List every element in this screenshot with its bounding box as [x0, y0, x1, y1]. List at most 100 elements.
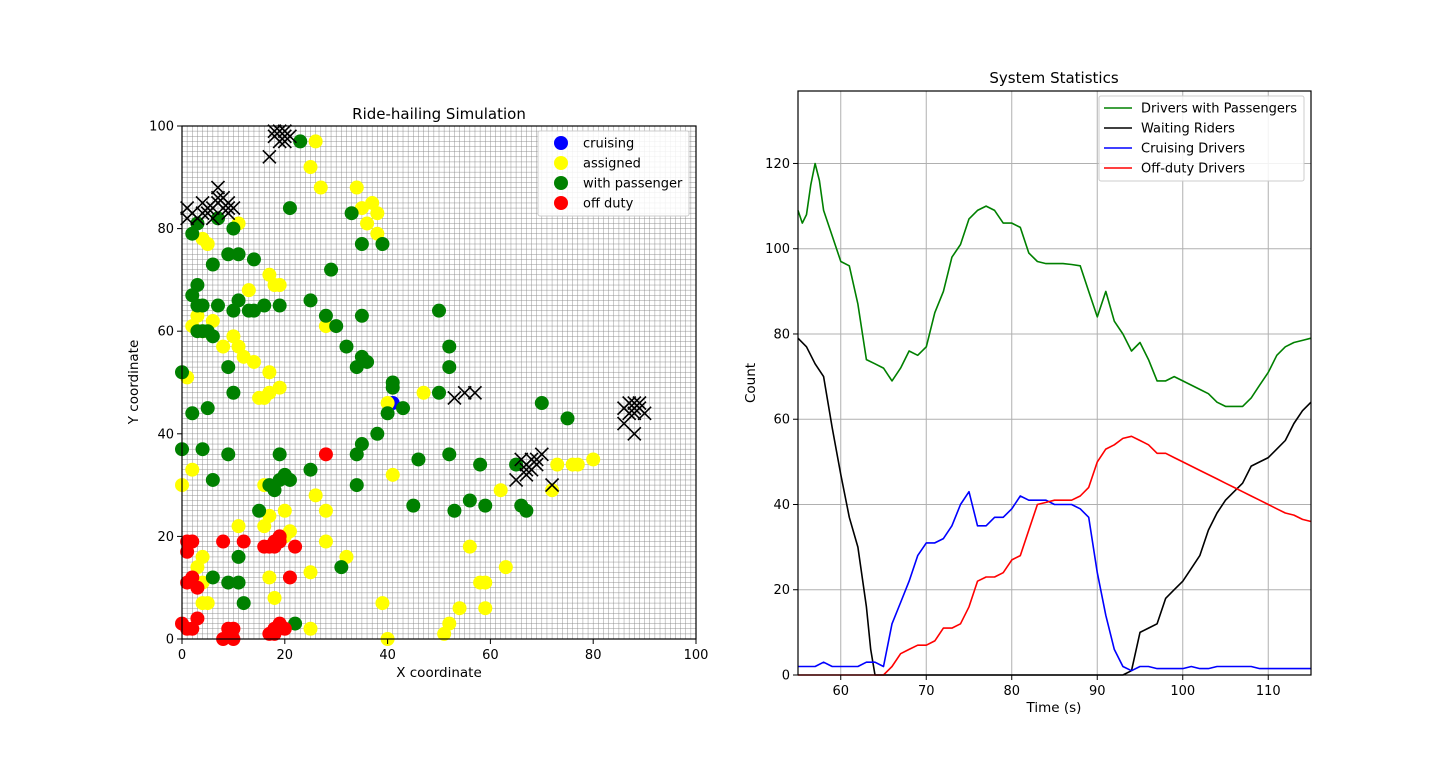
x-marker-point — [467, 385, 483, 400]
scatter-y-axis-label: Y coordinate — [126, 340, 142, 426]
scatter-point — [282, 472, 297, 487]
x-tick-label: 80 — [585, 648, 602, 663]
series-1 — [175, 134, 601, 646]
scatter-point — [478, 498, 493, 513]
scatter-point — [262, 365, 277, 380]
scatter-point — [406, 498, 421, 513]
scatter-point — [534, 396, 549, 411]
y-tick-label: 60 — [773, 413, 790, 428]
y-tick-label: 20 — [157, 530, 174, 545]
legend-label: off duty — [583, 197, 634, 212]
x-tick-label: 60 — [482, 648, 499, 663]
scatter-point — [318, 503, 333, 518]
scatter-point — [550, 457, 565, 472]
scatter-point — [586, 452, 601, 467]
scatter-point — [473, 457, 488, 472]
x-marker-point — [221, 201, 236, 216]
scatter-point — [252, 390, 267, 405]
x-tick-label: 100 — [1170, 684, 1195, 699]
scatter-point — [226, 621, 241, 636]
scatter-point — [231, 293, 246, 308]
scatter-point — [231, 549, 246, 564]
y-tick-label: 80 — [157, 222, 174, 237]
scatter-point — [442, 447, 457, 462]
scatter-point — [432, 303, 446, 318]
scatter-point — [432, 385, 446, 400]
scatter-point — [318, 534, 333, 549]
line-title: System Statistics — [989, 69, 1118, 87]
scatter-point — [411, 452, 426, 467]
scatter-point — [318, 319, 333, 334]
legend-label: Off-duty Drivers — [1141, 162, 1245, 177]
y-tick-label: 20 — [773, 583, 790, 598]
scatter-point — [205, 570, 220, 585]
x-marker-point — [545, 478, 560, 493]
scatter-point — [195, 549, 210, 564]
scatter-point — [185, 406, 200, 421]
scatter-point — [416, 385, 431, 400]
scatter-point — [236, 596, 251, 611]
scatter-point — [318, 447, 333, 462]
scatter-point — [231, 247, 246, 262]
scatter-point — [545, 483, 560, 498]
line-legend: Drivers with Passengers Waiting Riders Cru… — [1098, 95, 1305, 182]
scatter-point — [303, 565, 318, 580]
scatter-point — [375, 596, 390, 611]
scatter-point — [267, 590, 282, 605]
x-tick-label: 110 — [1256, 684, 1281, 699]
y-tick-label: 60 — [157, 325, 174, 340]
scatter-point — [277, 503, 292, 518]
scatter-point — [221, 360, 236, 375]
y-tick-label: 120 — [765, 157, 790, 172]
scatter-point — [370, 426, 385, 441]
scatter-point — [246, 252, 261, 267]
x-marker-point — [637, 406, 652, 421]
series-line-0 — [797, 162, 1312, 408]
scatter-point — [498, 560, 513, 575]
x-marker-point — [277, 134, 292, 149]
legend-label: with passenger — [583, 177, 683, 192]
legend-label: Cruising Drivers — [1141, 142, 1245, 157]
scatter-point — [210, 298, 225, 313]
scatter-point — [185, 462, 200, 477]
scatter-point — [231, 519, 246, 534]
scatter-point — [462, 493, 477, 508]
legend-marker — [554, 156, 568, 170]
scatter-point — [180, 544, 195, 559]
scatter-point — [205, 472, 220, 487]
scatter-point — [385, 467, 400, 482]
legend-label: Drivers with Passengers — [1141, 102, 1297, 117]
scatter-point — [210, 211, 225, 226]
scatter-point — [205, 329, 220, 344]
x-marker-point — [457, 385, 472, 400]
series-3 — [175, 447, 333, 646]
scatter-point — [519, 503, 534, 518]
scatter-point — [560, 411, 575, 426]
scatter-point — [354, 437, 369, 452]
legend-marker — [554, 136, 568, 150]
scatter-point — [221, 575, 236, 590]
line-x-axis-label: Time (s) — [1026, 700, 1082, 716]
scatter-point — [344, 206, 359, 221]
scatter-point — [385, 375, 400, 390]
line-chart: 60 70 80 90 100 110 0 20 40 60 80 100 120 System Sta… — [743, 69, 1312, 716]
scatter-point — [241, 283, 256, 298]
scatter-point — [452, 601, 467, 616]
scatter-point — [303, 462, 318, 477]
scatter-point — [570, 457, 585, 472]
scatter-point — [185, 621, 200, 636]
legend-label: Waiting Riders — [1141, 122, 1235, 137]
scatter-point — [375, 236, 390, 251]
x-marker-point — [447, 390, 462, 405]
scatter-point — [349, 478, 364, 493]
scatter-grid — [182, 126, 696, 639]
scatter-x-axis-label: X coordinate — [396, 665, 482, 681]
scatter-point — [478, 575, 493, 590]
x-marker-point — [534, 447, 549, 462]
x-marker-point — [205, 211, 220, 226]
scatter-point — [257, 298, 272, 313]
series-4 — [180, 124, 652, 493]
scatter-title: Ride-hailing Simulation — [352, 105, 526, 123]
x-marker-point — [262, 149, 277, 164]
scatter-point — [303, 293, 318, 308]
